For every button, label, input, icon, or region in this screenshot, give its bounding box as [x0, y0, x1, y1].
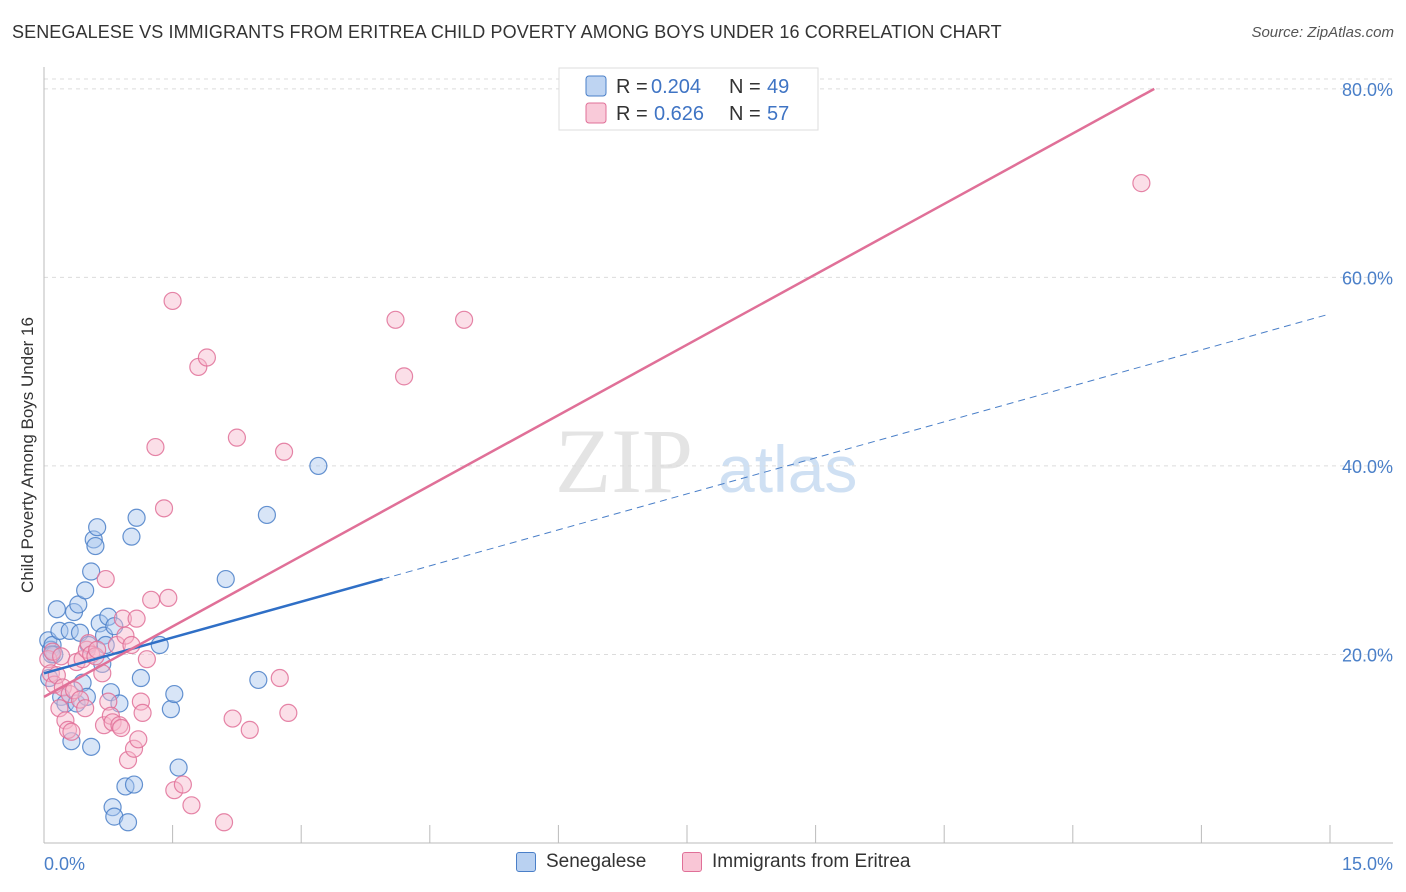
trend-line-senegalese	[43, 577, 383, 675]
point-eritrea	[127, 609, 146, 628]
point-eritrea	[43, 642, 62, 661]
axes	[43, 67, 1393, 844]
point-senegalese	[105, 807, 124, 826]
point-eritrea	[118, 750, 138, 770]
legend-n-value-0: 49	[767, 76, 789, 98]
point-senegalese	[216, 569, 235, 589]
point-eritrea	[146, 437, 165, 457]
point-eritrea	[142, 590, 161, 609]
legend-r-label-1: R =	[616, 103, 648, 125]
point-eritrea	[240, 720, 259, 739]
point-eritrea	[110, 716, 129, 735]
point-eritrea	[116, 626, 135, 645]
point-eritrea	[133, 703, 152, 723]
point-senegalese	[169, 758, 188, 777]
point-senegalese	[249, 670, 268, 690]
legend-swatch-eritrea	[585, 102, 607, 124]
legend-n-label-0: N =	[729, 76, 761, 98]
point-senegalese	[124, 775, 144, 794]
legend-r-label-0: R =	[616, 76, 648, 98]
gridlines	[44, 78, 1393, 655]
point-eritrea	[1132, 174, 1151, 193]
point-eritrea	[223, 709, 242, 728]
point-eritrea	[394, 367, 414, 386]
point-eritrea	[76, 699, 95, 718]
point-senegalese	[86, 536, 105, 556]
legend-label: Senegalese	[546, 851, 647, 872]
point-eritrea	[129, 730, 148, 749]
point-senegalese	[103, 798, 122, 817]
chart-title: SENEGALESE VS IMMIGRANTS FROM ERITREA CH…	[12, 22, 1002, 42]
trend-line-eritrea	[43, 87, 1155, 698]
y-tick-label: 20.0%	[1342, 645, 1393, 665]
point-senegalese	[50, 621, 69, 640]
point-senegalese	[131, 668, 150, 688]
trend-line-senegalese-projection	[382, 314, 1326, 580]
legend-n-value-1: 57	[767, 103, 789, 125]
point-senegalese	[82, 737, 101, 756]
point-eritrea	[124, 739, 144, 758]
point-senegalese	[165, 684, 184, 704]
point-eritrea	[227, 428, 246, 447]
point-senegalese	[99, 607, 118, 626]
x-tick-label: 0.0%	[44, 854, 85, 874]
point-eritrea	[99, 692, 118, 711]
point-eritrea	[274, 442, 294, 461]
point-eritrea	[173, 775, 192, 794]
point-eritrea	[137, 650, 156, 669]
y-tick-label: 60.0%	[1342, 268, 1393, 288]
stats-legend: R = 0.204 N = 49 R = 0.626 N = 57	[558, 67, 819, 131]
point-eritrea	[454, 310, 474, 329]
point-senegalese	[309, 456, 328, 476]
point-senegalese	[76, 581, 95, 600]
trend-lines	[43, 87, 1326, 698]
point-eritrea	[197, 348, 216, 367]
point-eritrea	[131, 692, 150, 711]
watermark: ZIP atlas	[555, 410, 857, 512]
legend-swatch-senegalese	[585, 75, 607, 97]
y-tick-label: 40.0%	[1342, 457, 1393, 477]
point-eritrea	[214, 813, 234, 832]
y-axis-title: Child Poverty Among Boys Under 16	[18, 317, 37, 593]
point-senegalese	[82, 562, 101, 581]
point-eritrea	[159, 588, 178, 608]
legend-item-eritrea: Immigrants from Eritrea	[682, 851, 910, 873]
point-eritrea	[279, 703, 298, 723]
x-ticks	[43, 825, 1331, 843]
point-senegalese	[47, 600, 66, 619]
point-eritrea	[112, 718, 131, 738]
point-eritrea	[52, 647, 71, 666]
legend-n-label-1: N =	[729, 103, 761, 125]
point-senegalese	[161, 700, 180, 719]
legend-r-value-0: 0.204	[651, 76, 701, 98]
point-eritrea	[163, 291, 182, 311]
legend-label: Immigrants from Eritrea	[712, 851, 911, 872]
point-eritrea	[154, 499, 174, 518]
watermark-zip: ZIP	[555, 410, 693, 512]
point-senegalese	[118, 813, 138, 832]
legend-r-value-1: 0.626	[654, 103, 704, 125]
point-senegalese	[122, 527, 141, 546]
data-points	[39, 174, 1151, 832]
legend-swatch	[682, 852, 702, 872]
point-senegalese	[257, 505, 277, 525]
point-eritrea	[182, 796, 201, 815]
y-tick-labels: 20.0% 40.0% 60.0% 80.0%	[1342, 80, 1393, 666]
source-label: Source: ZipAtlas.com	[1251, 24, 1394, 41]
point-eritrea	[70, 690, 90, 709]
point-eritrea	[270, 668, 289, 688]
x-tick-labels: 0.0% 15.0%	[44, 854, 1393, 874]
y-tick-label: 80.0%	[1342, 80, 1393, 100]
point-senegalese	[127, 508, 146, 527]
legend-swatch	[516, 852, 536, 872]
point-eritrea	[62, 722, 81, 741]
x-tick-label: 15.0%	[1342, 854, 1393, 874]
watermark-atlas: atlas	[718, 432, 857, 506]
point-eritrea	[96, 569, 115, 589]
point-eritrea	[386, 310, 405, 329]
legend-item-senegalese: Senegalese	[516, 851, 646, 873]
point-senegalese	[88, 518, 107, 537]
point-senegalese	[62, 732, 81, 751]
